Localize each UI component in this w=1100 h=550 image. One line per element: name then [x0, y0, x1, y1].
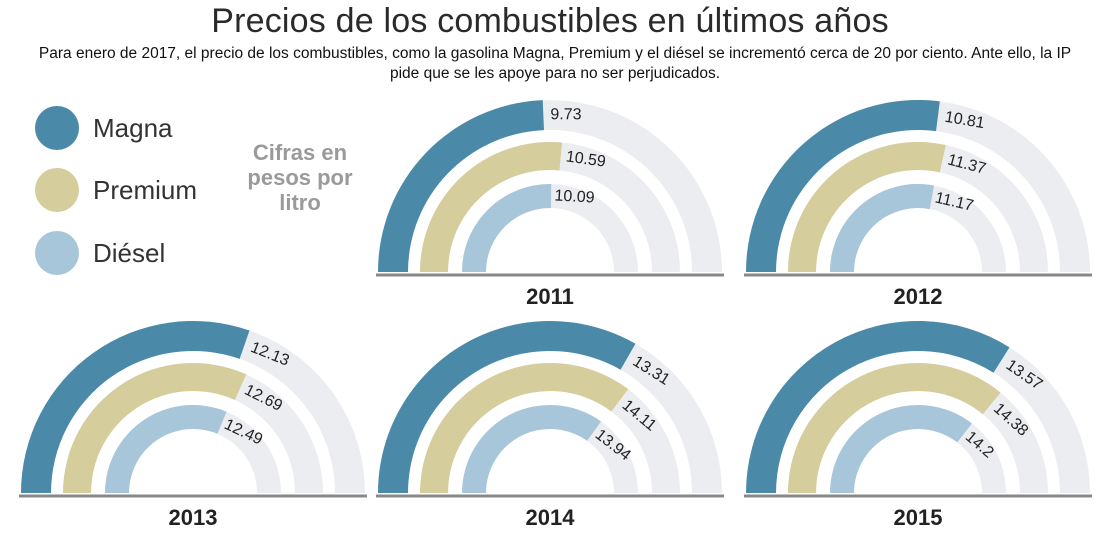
arc-magna-2013: [21, 321, 250, 493]
legend-item-diesel: Diésel: [35, 231, 165, 275]
value-label-magna-2012: 10.81: [943, 109, 985, 133]
year-label-2014: 2014: [526, 505, 576, 530]
value-label-diesel-2011: 10.09: [554, 187, 595, 206]
legend-label-diesel: Diésel: [93, 237, 166, 268]
legend-swatch-diesel: [35, 231, 79, 275]
arc-premium-2012: [788, 142, 946, 272]
legend-label-premium: Premium: [93, 174, 198, 205]
year-label-2011: 2011: [526, 284, 574, 309]
arc-magna-2011: [377, 100, 544, 273]
legend-swatch-magna: [35, 106, 79, 150]
arc-diesel-2014: [462, 404, 602, 493]
chart-title: Precios de los combustibles en últimos a…: [211, 2, 889, 40]
arc-premium-2014: [420, 362, 629, 493]
arc-diesel-2012: [830, 183, 935, 272]
arc-magna-2015: [746, 320, 1010, 493]
arc-magna-2014: [378, 321, 636, 493]
units-note: Cifras en pesos por litro: [247, 140, 353, 215]
legend-swatch-premium: [35, 168, 79, 212]
year-label-2012: 2012: [894, 284, 943, 309]
year-label-2013: 2013: [169, 505, 218, 530]
legend-item-premium: Premium: [35, 168, 197, 212]
arc-diesel-2015: [830, 405, 972, 493]
arc-premium-2013: [63, 362, 247, 493]
value-label-magna-2011: 9.73: [550, 106, 581, 123]
value-label-premium-2011: 10.59: [565, 148, 607, 170]
arc-magna-2012: [746, 99, 940, 273]
arc-premium-2015: [788, 362, 1001, 493]
year-label-2015: 2015: [894, 505, 943, 530]
legend-label-magna: Magna: [93, 112, 173, 143]
arc-diesel-2011: [462, 184, 552, 272]
legend-item-magna: Magna: [35, 106, 173, 150]
arc-diesel-2013: [105, 405, 227, 493]
chart-subtitle: Para enero de 2017, el precio de los com…: [38, 45, 1072, 82]
arc-premium-2011: [420, 142, 563, 272]
